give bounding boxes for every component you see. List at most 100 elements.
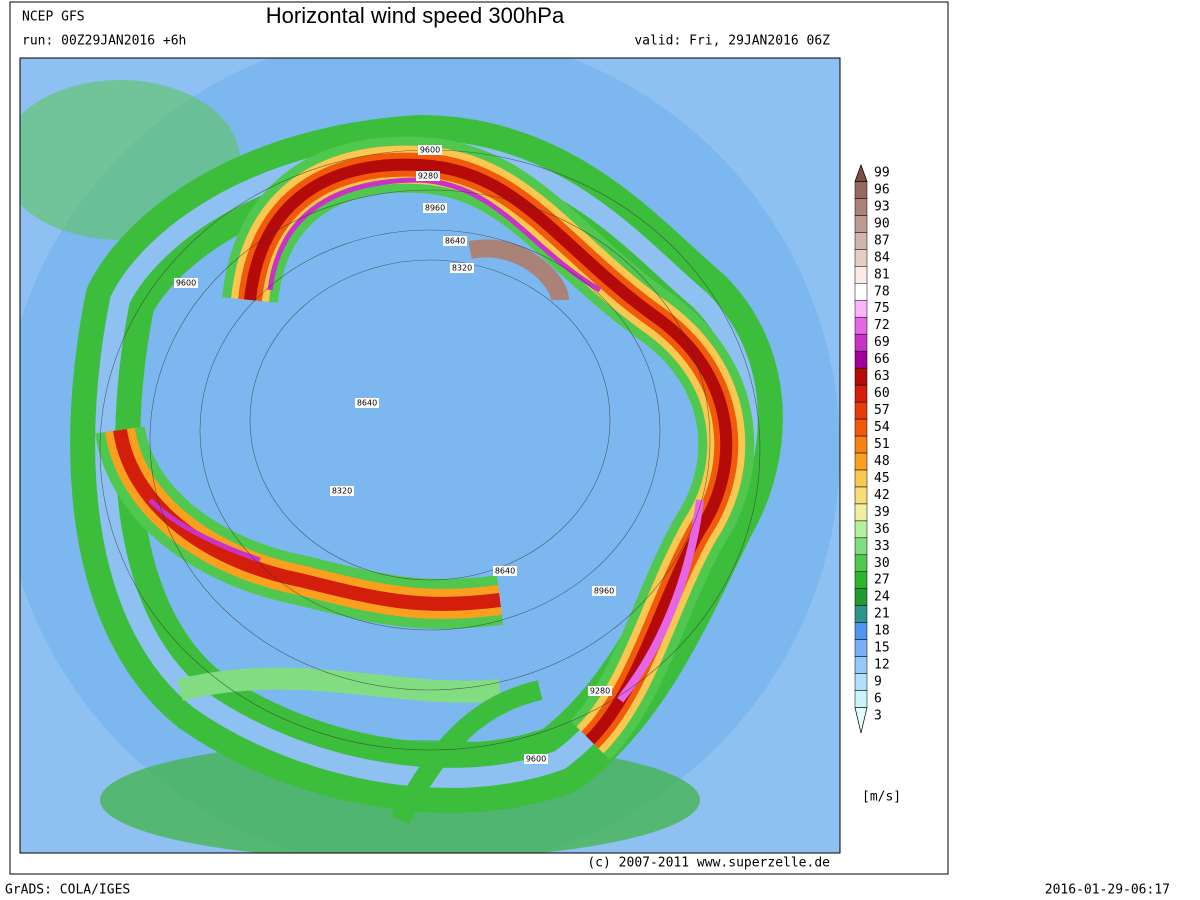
colorbar-label: 6 — [874, 692, 882, 707]
colorbar-box — [854, 673, 868, 691]
contour-label-box — [423, 203, 447, 213]
colorbar-label: 30 — [874, 556, 890, 571]
contour-label: 8320 — [452, 264, 472, 273]
colorbar-label: 81 — [874, 267, 890, 282]
colorbar-label: 48 — [874, 454, 890, 469]
colorbar-box — [854, 486, 868, 505]
map-border — [19, 57, 841, 854]
contour-label-box — [355, 398, 379, 408]
contour-label-box — [418, 145, 442, 155]
colorbar-box — [854, 299, 868, 318]
colorbar-box — [854, 554, 868, 572]
colorbar-box — [854, 215, 868, 233]
colorbar-label: 93 — [874, 199, 890, 214]
colorbar-box — [854, 401, 868, 420]
colorbar-box — [854, 266, 868, 284]
colorbar-box — [854, 520, 868, 539]
colorbar-label: 9 — [874, 675, 882, 690]
contour-label: 8960 — [594, 587, 614, 596]
colorbar-label: 90 — [874, 216, 890, 231]
title: Horizontal wind speed 300hPa — [266, 3, 565, 28]
colorbar-label: 36 — [874, 522, 890, 537]
colorbar-label: 42 — [874, 488, 890, 503]
contour-label-box — [174, 278, 198, 288]
colorbar-label: 18 — [874, 624, 890, 639]
colorbar-label: 57 — [874, 403, 890, 418]
colorbar-label: 54 — [874, 420, 890, 435]
colorbar-box — [854, 452, 868, 471]
colorbar-label: 72 — [874, 318, 890, 333]
contour-label: 9600 — [176, 279, 196, 288]
contour-label-box — [416, 171, 440, 181]
contour-label: 8960 — [425, 204, 445, 213]
contour-label-box — [330, 486, 354, 496]
colorbar-box — [854, 198, 868, 216]
colorbar-label: 12 — [874, 658, 890, 673]
colorbar-label: 24 — [874, 590, 890, 605]
source: NCEP GFS — [22, 10, 85, 25]
colorbar-label: 75 — [874, 301, 890, 316]
contour-label-box — [493, 566, 517, 576]
contour-label-box — [450, 263, 474, 273]
colorbar-box — [854, 537, 868, 556]
colorbar-label: 27 — [874, 573, 890, 588]
colorbar-box — [854, 384, 868, 403]
colorbar-label: 45 — [874, 471, 890, 486]
contour-label: 8640 — [495, 567, 515, 576]
colorbar-label: 21 — [874, 607, 890, 622]
colorbar-label: 69 — [874, 335, 890, 350]
colorbar-box — [854, 333, 868, 352]
contour-label: 9280 — [590, 687, 610, 696]
colorbar-label: 96 — [874, 182, 890, 197]
map — [20, 58, 840, 853]
run: run: 00Z29JAN2016 +6h — [22, 34, 186, 49]
footer-right: 2016-01-29-06:17 — [1045, 883, 1170, 898]
colorbar-box — [854, 503, 868, 522]
colorbar-cap — [854, 163, 868, 182]
colorbar-box — [854, 656, 868, 674]
colorbar-label: 39 — [874, 505, 890, 520]
colorbar-label: 51 — [874, 437, 890, 452]
colorbar-label: 87 — [874, 233, 890, 248]
colorbar-box — [854, 367, 868, 386]
contour-label: 8640 — [357, 399, 377, 408]
colorbar-box — [854, 690, 868, 708]
colorbar-box — [854, 418, 868, 437]
colorbar-label: 63 — [874, 369, 890, 384]
contour-label: 9280 — [418, 172, 438, 181]
contour-label: 8640 — [445, 237, 465, 246]
contour-label-box — [592, 586, 616, 596]
colorbar-box — [854, 316, 868, 335]
colorbar-box — [854, 622, 868, 640]
contour-label: 8320 — [332, 487, 352, 496]
colorbar-box — [854, 249, 868, 267]
footer-left: GrADS: COLA/IGES — [5, 883, 130, 898]
colorbar-box — [854, 571, 868, 589]
colorbar-box — [854, 181, 868, 199]
colorbar-box — [854, 435, 868, 454]
valid: valid: Fri, 29JAN2016 06Z — [634, 34, 830, 49]
colorbar-box — [854, 350, 868, 369]
colorbar-label: 3 — [874, 709, 882, 724]
contour-label-box — [443, 236, 467, 246]
contour-label-box — [524, 754, 548, 764]
colorbar-label: 66 — [874, 352, 890, 367]
contour-label: 9600 — [420, 146, 440, 155]
contour-label-box — [588, 686, 612, 696]
colorbar-box — [854, 588, 868, 606]
colorbar-label: 99 — [874, 165, 890, 180]
colorbar-label: 60 — [874, 386, 890, 401]
colorbar-label: 33 — [874, 539, 890, 554]
colorbar-box — [854, 232, 868, 250]
contour-label: 9600 — [526, 755, 546, 764]
colorbar-label: 15 — [874, 641, 890, 656]
colorbar-box — [854, 639, 868, 657]
colorbar-box — [854, 605, 868, 623]
colorbar-box — [854, 469, 868, 488]
colorbar-label: 84 — [874, 250, 890, 265]
colorbar-box — [854, 283, 868, 301]
unit: [m/s] — [862, 790, 901, 805]
colorbar-label: 78 — [874, 284, 890, 299]
